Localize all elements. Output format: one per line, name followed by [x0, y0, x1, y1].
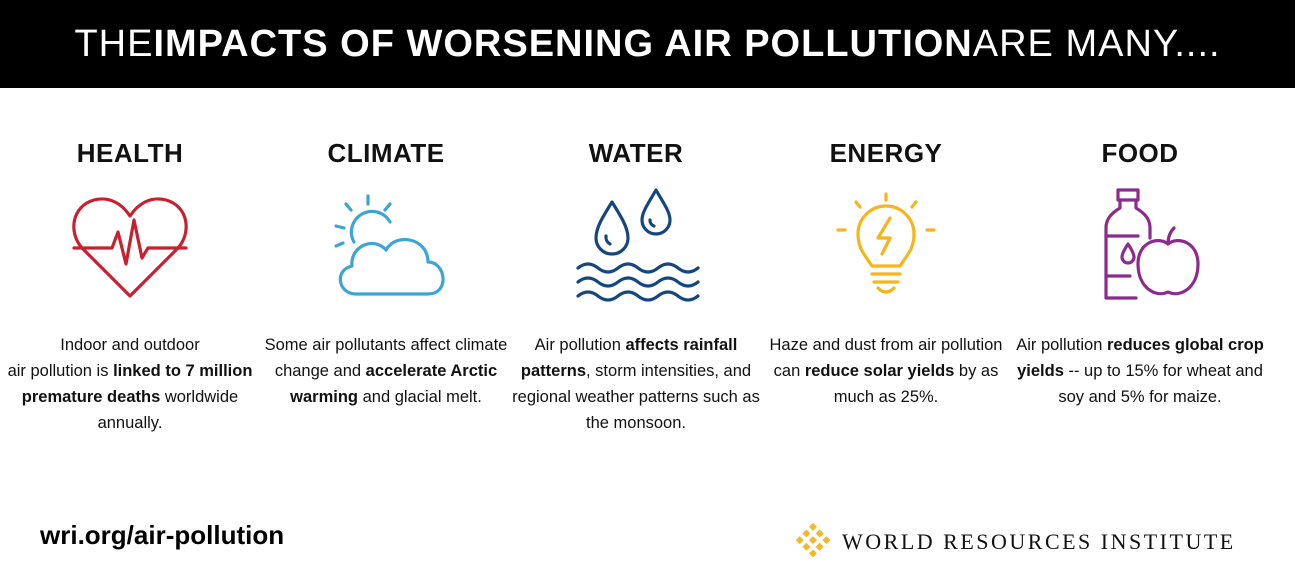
impact-column-climate: CLIMATE Some air pollutants affect clima…: [260, 88, 512, 468]
banner-title: THE IMPACTS OF WORSENING AIR POLLUTION A…: [0, 0, 1295, 88]
footer-url-link[interactable]: wri.org/air-pollution: [40, 520, 285, 550]
brand-name: WORLD RESOURCES INSTITUTE: [842, 529, 1236, 554]
impact-columns: HEALTH Indoor and outdoor air pollution …: [0, 88, 1295, 468]
column-title-health: HEALTH: [76, 138, 184, 168]
text-segment-bold: reduces global crop yields: [1017, 336, 1264, 380]
text-segment: Some air pollutants affect climate chang…: [264, 336, 508, 380]
column-text-energy: Haze and dust from air pollution can red…: [760, 332, 1012, 410]
wri-logo-icon: [795, 523, 831, 558]
text-segment: worldwide annually.: [97, 388, 239, 432]
impact-column-energy: ENERGY Haze and dust from air pollution …: [760, 88, 1012, 468]
impact-column-water: WATER Air pollution affects rainfall pat…: [510, 88, 762, 468]
impact-column-food: FOOD Air pollution reduces global crop y…: [1014, 88, 1266, 468]
text-segment: by as much as 25%.: [833, 362, 999, 406]
text-segment-bold: reduce solar yields: [804, 362, 955, 380]
text-segment-bold: affects rainfall patterns: [520, 336, 738, 380]
banner-title-part2: IMPACTS OF WORSENING AIR POLLUTION: [153, 22, 973, 65]
text-segment: Haze and dust from air pollution can: [769, 336, 1003, 380]
text-segment-bold: linked to 7 million premature deaths: [21, 362, 253, 406]
text-segment: and glacial melt.: [358, 388, 482, 406]
text-segment: Indoor and outdoor: [60, 336, 200, 354]
column-text-water: Air pollution affects rainfall patterns,…: [510, 332, 762, 436]
bottle-apple-icon: [1070, 188, 1210, 308]
column-text-health: Indoor and outdoor air pollution is link…: [4, 332, 256, 436]
column-title-water: WATER: [588, 138, 684, 168]
sun-cloud-icon: [316, 188, 456, 308]
text-segment: Air pollution: [534, 336, 626, 354]
column-text-food: Air pollution reduces global crop yields…: [1014, 332, 1266, 410]
text-segment: -- up to 15% for wheat and soy and 5% fo…: [1058, 362, 1263, 406]
banner-title-part3: ARE MANY....: [972, 22, 1221, 65]
heart-pulse-icon: [60, 188, 200, 308]
text-segment: air pollution is: [7, 362, 114, 380]
column-title-food: FOOD: [1101, 138, 1179, 168]
text-segment-bold: accelerate Arctic warming: [290, 362, 498, 406]
banner-title-part1: THE: [74, 22, 154, 65]
lightbulb-bolt-icon: [816, 188, 956, 308]
text-segment: , storm intensities, and regional weathe…: [512, 362, 760, 432]
column-title-climate: CLIMATE: [327, 138, 445, 168]
column-title-energy: ENERGY: [829, 138, 943, 168]
impact-column-health: HEALTH Indoor and outdoor air pollution …: [4, 88, 256, 468]
column-text-climate: Some air pollutants affect climate chang…: [260, 332, 512, 410]
water-drops-icon: [566, 188, 706, 308]
text-segment: Air pollution: [1016, 336, 1107, 354]
brand-logo: WORLD RESOURCES INSTITUTE: [794, 522, 1236, 562]
